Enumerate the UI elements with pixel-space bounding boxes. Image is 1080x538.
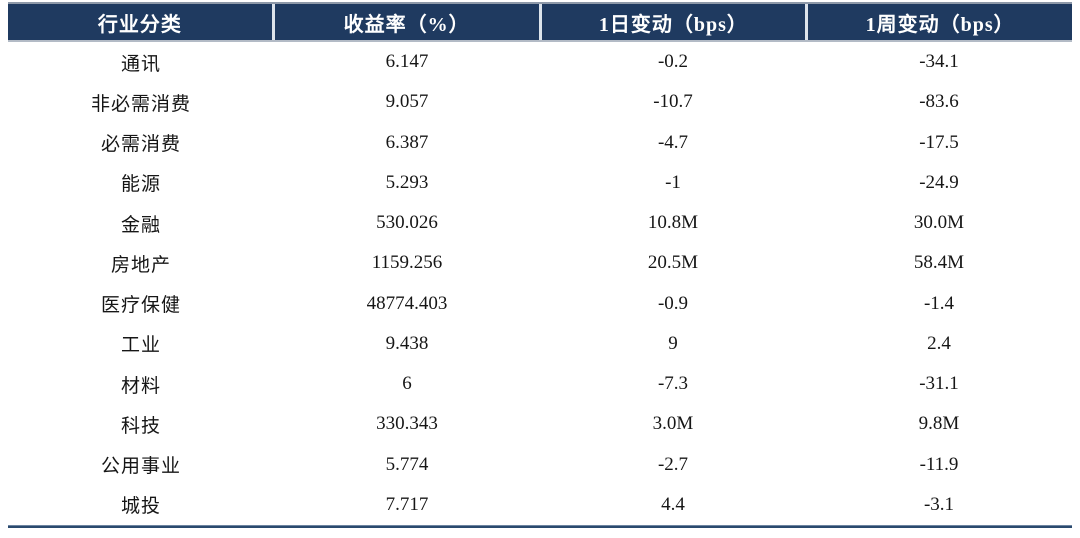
table-row: 城投 7.717 4.4 -3.1 — [8, 485, 1072, 525]
row-industry-label: 医疗保健 — [100, 295, 181, 317]
cell-1d-change: 20.5M — [647, 252, 699, 274]
cell-1d-change: -10.7 — [653, 91, 693, 113]
cell-1w-change: -3.1 — [923, 493, 955, 515]
cell-1w-change: -34.1 — [919, 51, 959, 73]
row-industry-label: 通讯 — [120, 53, 161, 75]
table-body: 通讯 6.147 -0.2 -34.1 非必需消费 9.057 -10.7 -8… — [8, 42, 1072, 525]
cell-yield: 5.293 — [385, 171, 429, 193]
table-row: 必需消费 6.387 -4.7 -17.5 — [8, 123, 1072, 163]
table-row: 能源 5.293 -1 -24.9 — [8, 163, 1072, 203]
header-cell-yield: 收益率（%） — [271, 4, 539, 40]
cell-1d-change: 10.8M — [647, 212, 699, 234]
cell-1d-change: -7.3 — [657, 373, 689, 395]
cell-1d-change: 4.4 — [661, 493, 685, 515]
table-row: 金融 530.026 10.8M 30.0M — [8, 203, 1072, 243]
cell-yield: 6.147 — [385, 51, 429, 73]
cell-1w-change: -24.9 — [919, 171, 959, 193]
cell-yield: 530.026 — [376, 212, 438, 234]
cell-1w-change: 30.0M — [913, 212, 965, 234]
cell-1w-change: -1.4 — [923, 292, 955, 314]
table-row: 工业 9.438 9 2.4 — [8, 324, 1072, 364]
row-industry-label: 科技 — [120, 415, 161, 437]
table-row: 医疗保健 48774.403 -0.9 -1.4 — [8, 284, 1072, 324]
cell-yield: 48774.403 — [366, 292, 448, 314]
cell-1d-change: 9 — [668, 332, 678, 354]
row-industry-label: 非必需消费 — [90, 93, 191, 115]
cell-1w-change: 9.8M — [918, 413, 960, 435]
cell-1w-change: -83.6 — [919, 91, 959, 113]
cell-1w-change: -11.9 — [919, 453, 959, 475]
header-cell-1d-change: 1日变动（bps） — [538, 4, 806, 40]
cell-yield: 5.774 — [385, 453, 429, 475]
row-industry-label: 城投 — [120, 496, 161, 518]
row-industry-label: 金融 — [120, 214, 161, 236]
cell-yield: 9.438 — [385, 332, 429, 354]
row-industry-label: 公用事业 — [100, 456, 181, 478]
cell-yield: 6.387 — [385, 131, 429, 153]
table-row: 公用事业 5.774 -2.7 -11.9 — [8, 445, 1072, 485]
table-row: 房地产 1159.256 20.5M 58.4M — [8, 243, 1072, 283]
cell-1w-change: 2.4 — [927, 332, 951, 354]
cell-1w-change: -31.1 — [919, 373, 959, 395]
row-industry-label: 必需消费 — [100, 134, 181, 156]
table-row: 非必需消费 9.057 -10.7 -83.6 — [8, 82, 1072, 122]
cell-1d-change: -0.2 — [657, 51, 689, 73]
row-industry-label: 工业 — [120, 335, 161, 357]
cell-1d-change: -1 — [665, 171, 681, 193]
cell-yield: 1159.256 — [371, 252, 443, 274]
cell-1w-change: 58.4M — [913, 252, 965, 274]
row-industry-label: 房地产 — [110, 254, 171, 276]
table-bottom-border — [8, 525, 1072, 528]
cell-1w-change: -17.5 — [919, 131, 959, 153]
cell-1d-change: 3.0M — [652, 413, 694, 435]
table-row: 科技 330.343 3.0M 9.8M — [8, 404, 1072, 444]
row-industry-label: 能源 — [120, 174, 161, 196]
table-header-row: 行业分类 收益率（%） 1日变动（bps） 1周变动（bps） — [8, 2, 1072, 42]
cell-1d-change: -0.9 — [657, 292, 689, 314]
header-cell-industry: 行业分类 — [97, 13, 182, 36]
table-row: 材料 6 -7.3 -31.1 — [8, 364, 1072, 404]
cell-1d-change: -4.7 — [657, 131, 689, 153]
cell-1d-change: -2.7 — [657, 453, 689, 475]
table-row: 通讯 6.147 -0.2 -34.1 — [8, 42, 1072, 82]
header-cell-1w-change: 1周变动（bps） — [805, 4, 1072, 40]
cell-yield: 330.343 — [376, 413, 438, 435]
cell-yield: 6 — [402, 373, 412, 395]
cell-yield: 7.717 — [385, 493, 429, 515]
cell-yield: 9.057 — [385, 91, 429, 113]
row-industry-label: 材料 — [120, 375, 161, 397]
